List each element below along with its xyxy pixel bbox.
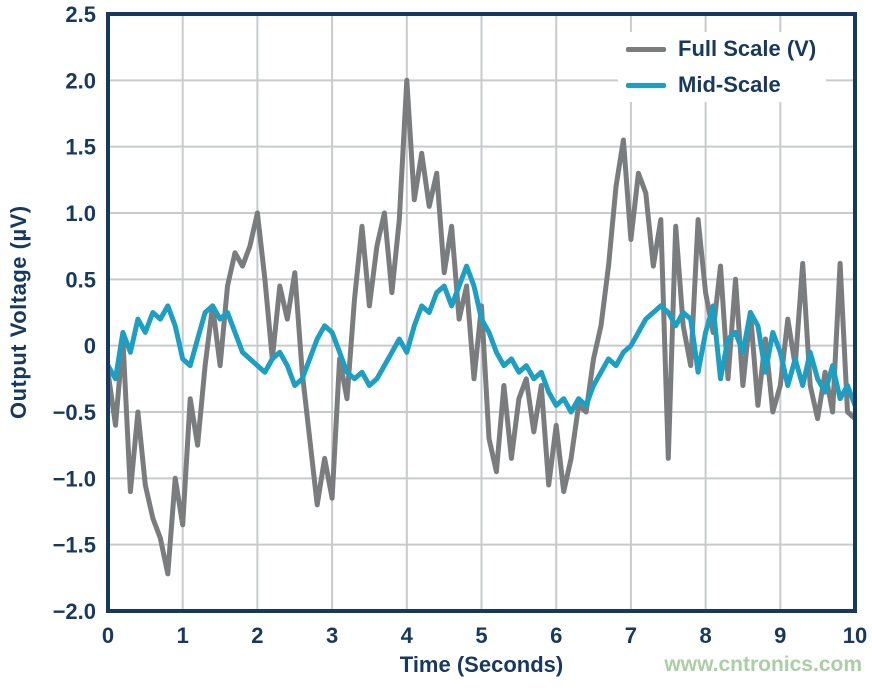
x-axis-title: Time (Seconds) [399,652,564,677]
y-tick-label: 1.5 [65,135,96,160]
x-tick-label: 10 [843,623,867,648]
plot-border [106,12,857,613]
series-line-mid-scale [108,263,855,415]
x-tick-label: 0 [102,623,114,648]
legend-label-full-scale: Full Scale (V) [678,36,817,61]
y-tick-label: −1.0 [53,466,96,491]
watermark: www.cntronics.com [664,653,862,676]
y-tick-label: 2.0 [65,68,96,93]
legend: Full Scale (V) Mid-Scale [618,32,827,102]
x-tick-label: 5 [475,623,487,648]
y-tick-label: −2.0 [53,599,96,624]
x-tick-label: 3 [326,623,338,648]
x-tick-label: 1 [177,623,189,648]
y-axis-title: Output Voltage (µV) [6,205,31,420]
x-tick-label: 6 [550,623,562,648]
x-tick-label: 7 [625,623,637,648]
y-tick-label: 0 [84,334,96,359]
y-tick-label: 0.5 [65,267,96,292]
x-tick-label: 8 [699,623,711,648]
y-tick-label: −1.5 [53,533,96,558]
series-line-full-scale [108,77,855,577]
y-tick-label: 2.5 [65,2,96,27]
legend-label-mid-scale: Mid-Scale [678,72,781,97]
y-tick-label: 1.0 [65,201,96,226]
mid-scale-line-swatch [626,82,666,88]
legend-item-full-scale: Full Scale (V) [626,36,816,62]
x-tick-label: 2 [251,623,263,648]
full-scale-line-swatch [626,46,666,52]
x-tick-label: 9 [774,623,786,648]
y-tick-label: −0.5 [53,400,96,425]
x-tick-label: 4 [401,623,414,648]
legend-item-mid-scale: Mid-Scale [626,72,816,98]
